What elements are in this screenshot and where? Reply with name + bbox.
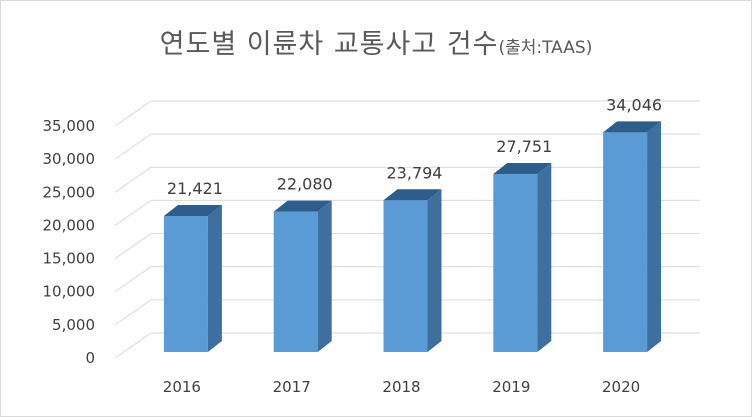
gridline-diagonal: [114, 266, 152, 293]
chart-title: 연도별 이륜차 교통사고 건수(출처:TAAS): [0, 22, 752, 61]
bar-front: [603, 132, 648, 352]
y-tick-label: 15,000: [43, 250, 96, 268]
data-label: 27,751: [496, 137, 552, 156]
y-tick-label: 10,000: [43, 283, 96, 301]
bar-side: [207, 205, 222, 352]
bar-front: [383, 200, 428, 352]
data-label: 21,421: [167, 179, 223, 198]
y-tick-label: 20,000: [43, 216, 96, 234]
bar-top: [163, 205, 222, 217]
data-label: 23,794: [387, 163, 443, 182]
bar-side: [317, 200, 332, 352]
bar-top: [383, 189, 442, 201]
x-tick-label: 2017: [273, 378, 311, 396]
data-label: 22,080: [277, 175, 333, 194]
y-tick-label: 5,000: [52, 316, 95, 334]
bar-front: [273, 211, 318, 352]
bar-side: [427, 189, 442, 352]
gridline-diagonal: [114, 332, 152, 359]
gridline-diagonal: [114, 299, 152, 326]
chart-title-source: (출처:TAAS): [498, 38, 593, 58]
gridline-diagonal: [114, 200, 152, 226]
y-tick-label: 0: [85, 349, 95, 367]
y-tick-label: 25,000: [43, 183, 96, 201]
gridline-diagonal: [114, 166, 152, 193]
bar-side: [647, 121, 662, 352]
x-tick-label: 2016: [163, 378, 201, 396]
gridline-diagonal: [114, 100, 152, 127]
y-tick-label: 30,000: [43, 150, 96, 168]
x-tick-label: 2018: [382, 378, 420, 396]
data-label: 34,046: [606, 95, 662, 114]
bar-top: [493, 163, 552, 175]
bar-front: [163, 216, 208, 352]
x-tick-label: 2020: [602, 378, 640, 396]
bar-side: [537, 163, 552, 352]
bar-front: [493, 174, 538, 352]
bar-top: [603, 121, 662, 133]
gridline-diagonal: [114, 133, 152, 160]
x-tick-label: 2019: [492, 378, 530, 396]
chart-title-main: 연도별 이륜차 교통사고 건수: [159, 29, 499, 60]
bar-top: [273, 200, 332, 212]
gridline-diagonal: [114, 233, 152, 259]
y-tick-label: 35,000: [43, 117, 96, 135]
